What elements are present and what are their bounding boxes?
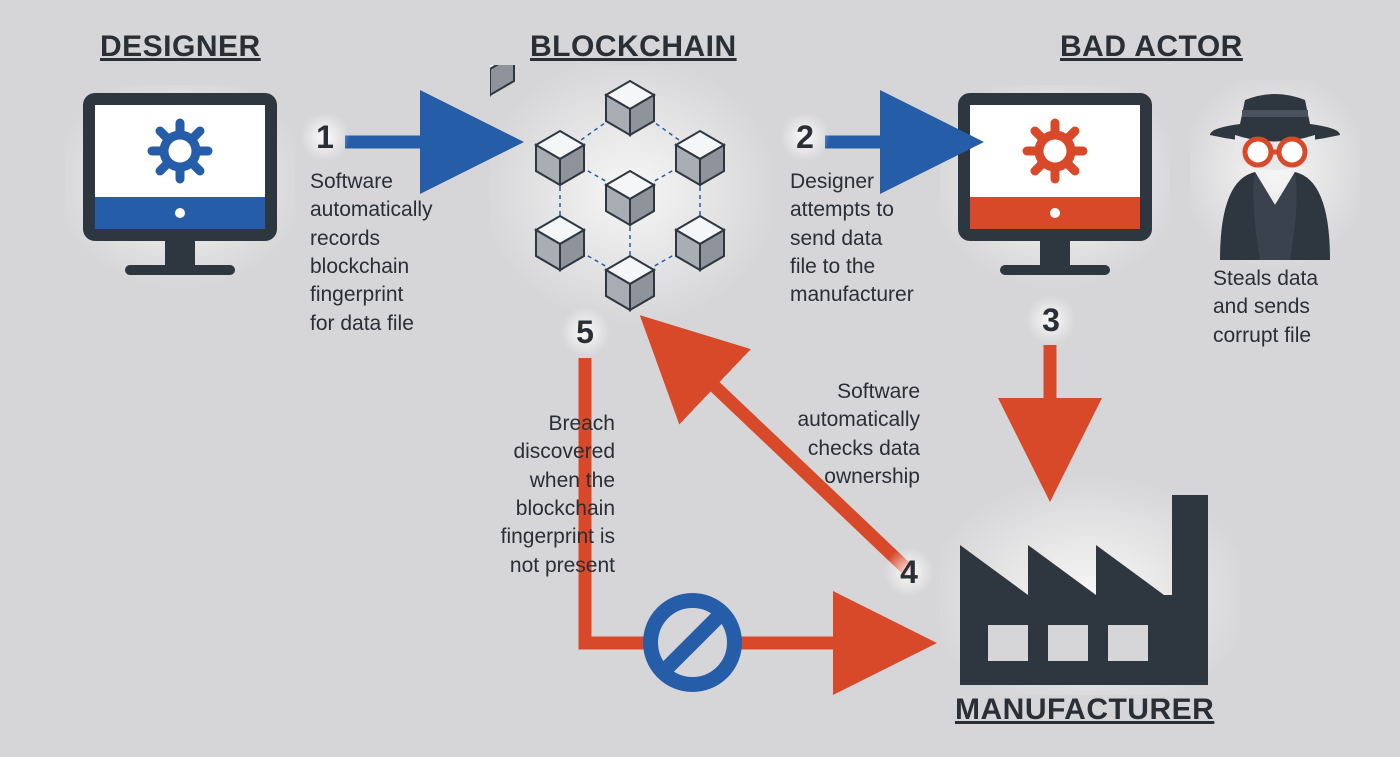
step-3-caption: Steals dataand sendscorrupt file (1213, 265, 1363, 350)
step-4-caption: Softwareautomaticallychecks dataownershi… (760, 378, 920, 491)
step-3-number: 3 (1026, 295, 1076, 345)
prohibit-icon (640, 590, 745, 695)
step-5-number: 5 (560, 307, 610, 357)
step-1-caption: Softwareautomaticallyrecordsblockchainfi… (310, 168, 480, 338)
step-2-caption: Designerattempts tosend datafile to them… (790, 168, 955, 310)
step-2-number: 2 (780, 112, 830, 162)
step-5-caption: Breachdiscoveredwhen theblockchainfinger… (455, 410, 615, 580)
step-4-number: 4 (884, 547, 934, 597)
step-1-number: 1 (300, 112, 350, 162)
